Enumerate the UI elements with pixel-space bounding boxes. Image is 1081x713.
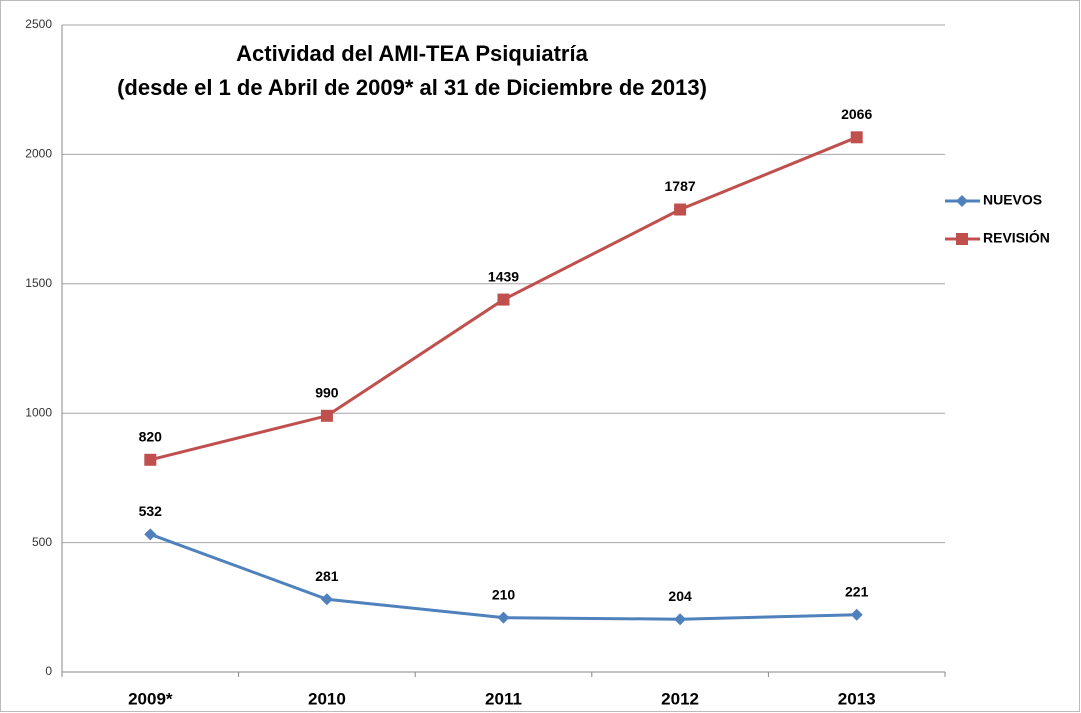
- x-tick-label: 2010: [308, 689, 346, 708]
- legend-marker: [956, 195, 968, 207]
- legend-label: REVISIÓN: [983, 229, 1050, 246]
- data-label: 221: [845, 584, 869, 600]
- y-tick-label: 500: [32, 535, 52, 549]
- x-tick-label: 2011: [485, 689, 522, 708]
- data-point: [320, 593, 333, 606]
- data-point: [144, 453, 157, 466]
- y-tick-label: 2500: [25, 17, 52, 31]
- y-tick-label: 2000: [25, 147, 52, 161]
- data-label: 820: [139, 428, 163, 444]
- data-label: 1787: [665, 178, 696, 194]
- x-tick-label: 2012: [661, 689, 699, 708]
- data-label: 210: [492, 586, 516, 602]
- data-point: [850, 131, 863, 144]
- y-tick-label: 0: [45, 664, 52, 678]
- data-point: [320, 409, 333, 422]
- data-label: 281: [315, 568, 339, 584]
- legend-label: NUEVOS: [983, 192, 1042, 208]
- data-point: [850, 608, 863, 621]
- data-label: 1439: [488, 268, 519, 284]
- y-tick-label: 1500: [25, 276, 52, 290]
- data-point: [497, 293, 510, 306]
- chart-subtitle: (desde el 1 de Abril de 2009* al 31 de D…: [117, 75, 707, 100]
- legend-marker: [956, 233, 968, 245]
- data-point: [497, 611, 510, 624]
- data-label: 204: [668, 588, 692, 604]
- y-tick-label: 1000: [25, 405, 52, 419]
- data-label: 990: [315, 384, 339, 400]
- data-point: [674, 203, 687, 216]
- data-point: [144, 528, 157, 541]
- chart-title: Actividad del AMI-TEA Psiquiatría: [236, 41, 588, 66]
- data-label: 2066: [841, 106, 872, 122]
- x-tick-label: 2009*: [128, 689, 173, 708]
- data-label: 532: [139, 503, 163, 519]
- data-point: [674, 613, 687, 626]
- x-tick-label: 2013: [838, 689, 876, 708]
